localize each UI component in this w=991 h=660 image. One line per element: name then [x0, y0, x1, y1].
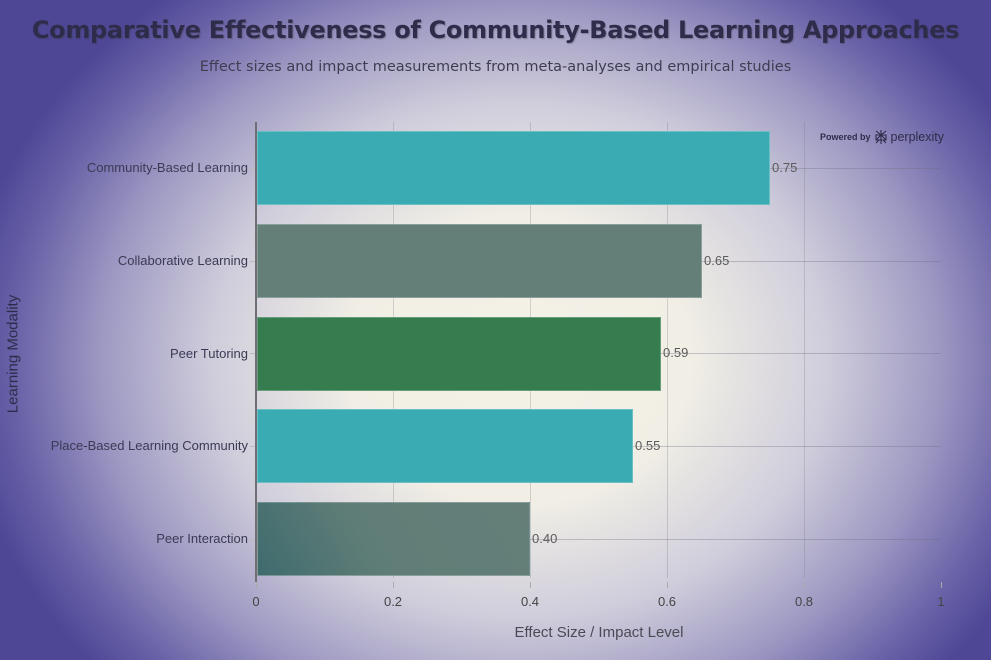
gridline — [667, 122, 668, 578]
y-axis-title: Learning Modality — [4, 294, 22, 414]
x-tick-label: 0.2 — [383, 594, 403, 609]
value-label: 0.65 — [704, 253, 730, 268]
y-label: Place-Based Learning Community — [50, 438, 248, 453]
powered-by-label: Powered by — [820, 132, 871, 142]
powered-by-watermark: Powered by perplexity — [820, 129, 944, 145]
bar-peer-tutoring[interactable] — [257, 317, 661, 391]
y-label: Community-Based Learning — [86, 160, 248, 175]
x-tick — [667, 582, 668, 588]
x-tick — [393, 582, 394, 588]
x-tick-label: 0.4 — [520, 594, 540, 609]
y-label: Peer Tutoring — [169, 346, 248, 361]
chart-subtitle: Effect sizes and impact measurements fro… — [199, 59, 792, 75]
y-tick — [250, 168, 256, 169]
bar-collaborative-learning[interactable] — [257, 224, 702, 298]
x-tick-label: 0 — [252, 594, 260, 609]
gridline — [804, 122, 805, 578]
y-tick — [250, 353, 256, 354]
x-tick-label: 0.8 — [794, 594, 814, 609]
x-tick — [530, 582, 531, 588]
y-axis-line — [255, 122, 257, 582]
x-tick-label: 1 — [937, 594, 945, 609]
x-tick-label: 0.6 — [657, 594, 677, 609]
y-label: Peer Interaction — [156, 531, 248, 546]
y-tick — [250, 539, 256, 540]
x-tick — [941, 582, 942, 588]
perplexity-brand: perplexity — [890, 130, 945, 144]
plot-area: 0.75 0.65 0.59 0.55 0.40 — [255, 122, 941, 582]
perplexity-logo-icon — [874, 130, 887, 144]
bar-community-based-learning[interactable] — [257, 131, 770, 205]
value-label: 0.40 — [532, 531, 558, 546]
value-label: 0.75 — [772, 160, 798, 175]
value-label: 0.59 — [663, 345, 689, 360]
y-label: Collaborative Learning — [117, 253, 248, 268]
chart-title: Comparative Effectiveness of Community-B… — [31, 16, 960, 44]
gridline — [256, 539, 941, 540]
value-label: 0.55 — [635, 438, 661, 453]
x-tick — [804, 582, 805, 588]
x-axis-title: Effect Size / Impact Level — [514, 624, 684, 641]
bar-peer-interaction[interactable] — [257, 502, 530, 576]
x-tick — [256, 582, 257, 588]
bar-place-based-learning-community[interactable] — [257, 409, 633, 483]
y-tick — [250, 261, 256, 262]
y-tick — [250, 446, 256, 447]
